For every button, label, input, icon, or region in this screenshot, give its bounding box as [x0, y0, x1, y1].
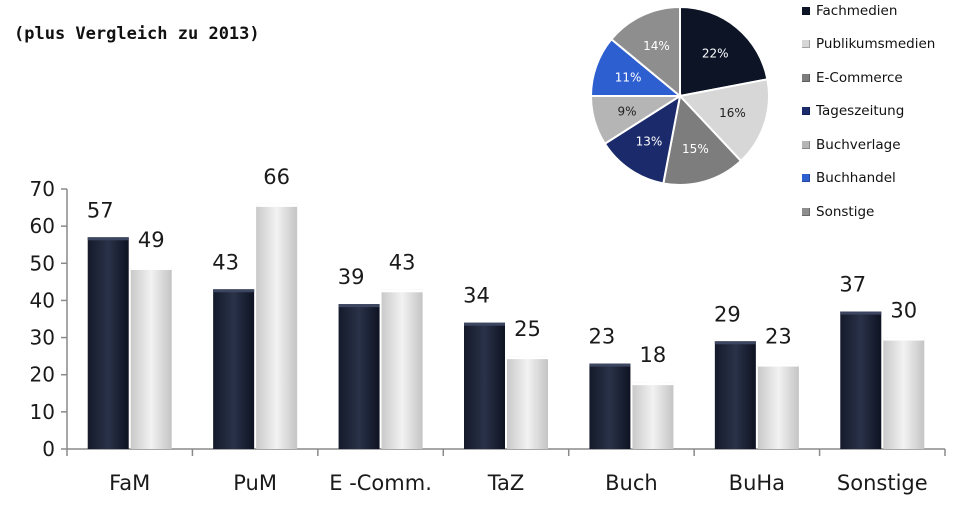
legend-item: Sonstige — [802, 195, 970, 229]
x-tick-label: BuHa — [729, 471, 785, 495]
chart-subtitle: (plus Vergleich zu 2013) — [14, 24, 260, 44]
pie-slice-label: 15% — [682, 142, 709, 156]
bar-cap — [632, 382, 674, 386]
bar — [840, 311, 882, 449]
x-tick-label: Sonstige — [837, 471, 928, 495]
bar-cap — [840, 311, 882, 315]
bar-cap — [589, 363, 631, 367]
y-tick-label: 40 — [30, 288, 55, 312]
bar — [130, 267, 172, 449]
bar-chart: 0 10 20 30 40 50 60 70 57 49 FaM 43 66 PuM 39 43 E -Comm… — [30, 165, 946, 495]
pie-slice-label: 22% — [702, 46, 729, 60]
pie-slice — [678, 78, 770, 163]
x-tick-label: PuM — [233, 471, 277, 495]
pie-slice-label: 14% — [643, 39, 670, 53]
bar-cap — [213, 289, 255, 293]
bar-value-label: 25 — [514, 317, 541, 341]
bar — [883, 337, 925, 449]
bar-value-label: 37 — [839, 273, 866, 297]
bar — [256, 203, 298, 449]
x-tick-label: TaZ — [487, 471, 525, 495]
legend-label: Buchverlage — [816, 136, 901, 153]
pie-slice — [662, 93, 743, 186]
bar-value-label: 39 — [338, 265, 365, 289]
y-tick-label: 10 — [30, 400, 55, 424]
bar-cap — [507, 356, 548, 360]
bar-cap — [714, 341, 756, 345]
legend-label: Sonstige — [816, 203, 875, 220]
bar-cap — [130, 267, 172, 270]
legend-swatch — [802, 6, 810, 15]
y-tick-label: 60 — [30, 214, 55, 238]
legend-label: Tageszeitung — [816, 103, 905, 120]
bar-value-label: 57 — [87, 198, 114, 222]
legend-swatch — [802, 140, 810, 149]
y-tick-label: 50 — [30, 251, 55, 275]
bar — [338, 304, 380, 449]
legend-swatch — [802, 73, 810, 82]
legend-swatch — [802, 174, 810, 183]
bar — [464, 322, 505, 449]
bar-cap — [757, 363, 799, 367]
y-tick-label: 20 — [30, 363, 55, 387]
bar — [757, 363, 799, 449]
bar — [87, 237, 129, 449]
pie-slice-label: 11% — [615, 70, 642, 84]
bar-value-label: 23 — [589, 325, 616, 349]
x-tick-label: FaM — [109, 471, 150, 495]
y-tick-label: 70 — [30, 177, 55, 201]
legend-item: E-Commerce — [802, 61, 970, 95]
bar-value-label: 34 — [463, 284, 490, 308]
legend-label: Fachmedien — [816, 2, 898, 19]
pie-chart: 22% 16% 15% 13% 9% 11% 14% — [589, 5, 770, 186]
legend-label: E-Commerce — [816, 69, 903, 86]
legend-item: Tageszeitung — [802, 95, 970, 129]
bar-value-label: 18 — [640, 343, 667, 367]
legend-item: Publikumsmedien — [802, 28, 970, 62]
legend-swatch — [802, 107, 810, 116]
pie-slice — [603, 93, 682, 185]
pie-slice-label: 16% — [719, 106, 746, 120]
legend-swatch — [802, 40, 810, 49]
legend-label: Publikumsmedien — [816, 36, 936, 53]
bar — [589, 363, 631, 449]
bar-value-label: 66 — [263, 165, 290, 189]
bar-value-label: 30 — [890, 299, 917, 323]
bar-value-label: 23 — [765, 325, 792, 349]
bar-value-label: 43 — [389, 250, 416, 274]
bar — [381, 289, 423, 449]
pie-slice — [679, 5, 769, 98]
bar-cap — [381, 289, 423, 293]
pie-slice — [610, 5, 681, 99]
legend-item: Buchverlage — [802, 128, 970, 162]
x-tick-label: E -Comm. — [329, 471, 432, 495]
bar — [714, 341, 756, 449]
bar-cap — [256, 203, 298, 207]
legend-item: Fachmedien — [802, 0, 970, 28]
bar-cap — [87, 237, 129, 241]
bar-cap — [883, 337, 925, 341]
pie-slice-label: 13% — [636, 135, 663, 149]
y-tick-label: 30 — [30, 326, 55, 350]
legend-item: Buchhandel — [802, 162, 970, 196]
bar-value-label: 29 — [714, 302, 741, 326]
bar — [213, 289, 255, 449]
x-tick-label: Buch — [605, 471, 658, 495]
legend-swatch — [802, 207, 810, 216]
bar-value-label: 49 — [138, 228, 165, 252]
bar-cap — [338, 304, 380, 308]
pie-legend: Fachmedien Publikumsmedien E-Commerce Tages… — [802, 0, 970, 229]
bar — [632, 382, 674, 449]
bar-cap — [464, 322, 505, 326]
bar — [507, 356, 548, 449]
bar-value-label: 43 — [212, 250, 239, 274]
y-tick-label: 0 — [42, 437, 55, 461]
pie-slice-label: 9% — [617, 104, 636, 118]
legend-label: Buchhandel — [816, 170, 896, 187]
